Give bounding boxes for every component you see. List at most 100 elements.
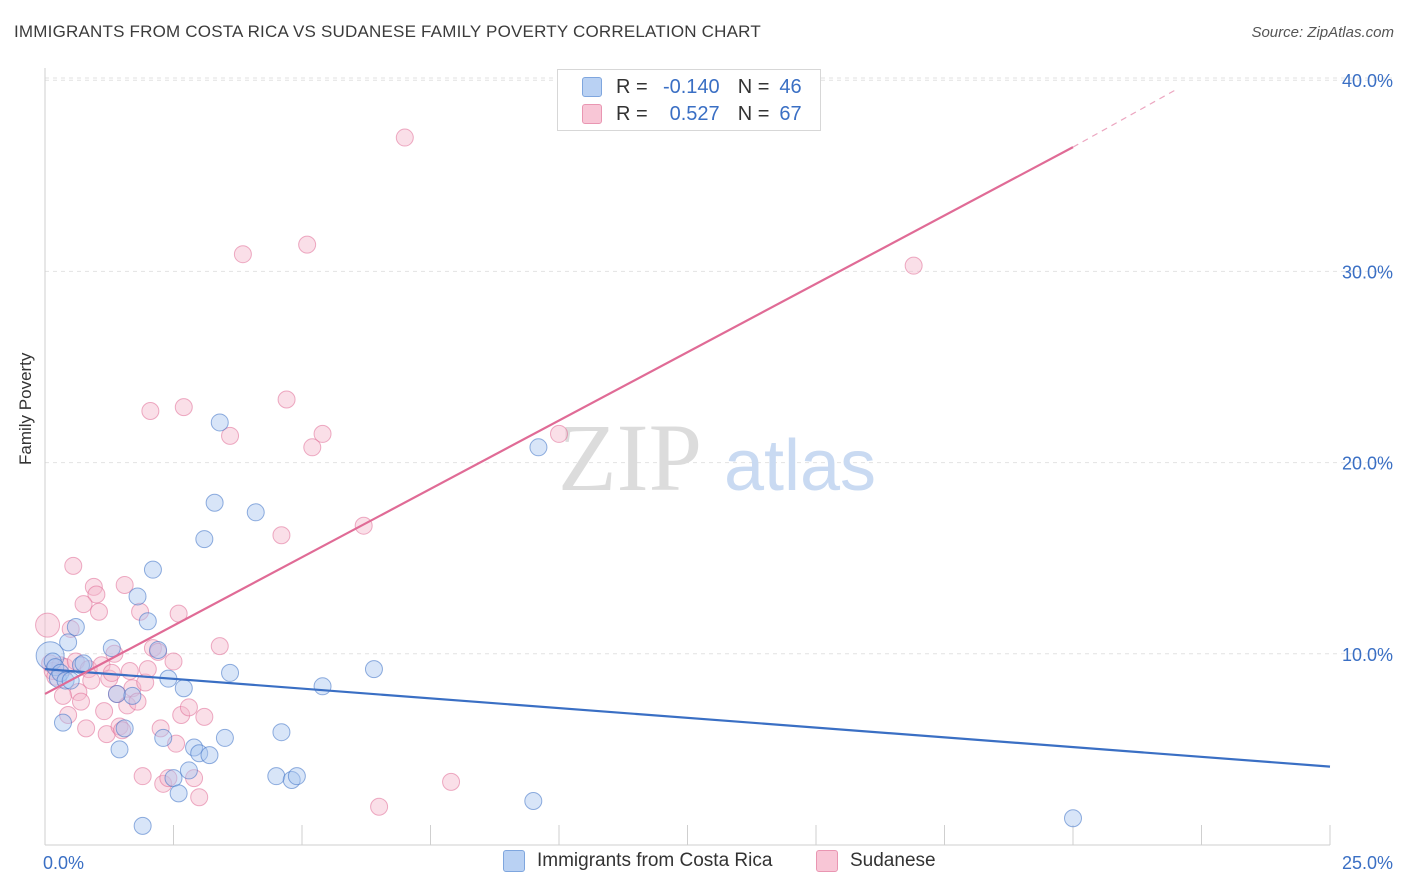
legend-n-value: 46 (779, 75, 802, 98)
legend-r-label: R = (616, 75, 648, 98)
sudanese-point (141, 401, 160, 420)
correlation-legend: R = -0.140 N = 46 R = 0.527 N = 67 (557, 69, 821, 131)
sudanese-point (82, 671, 101, 690)
sudanese-point (164, 652, 183, 671)
sudanese-point (277, 390, 296, 409)
costa-rica-point (102, 639, 121, 658)
sudanese-trend-extension (1072, 89, 1177, 148)
sudanese-point (136, 673, 155, 692)
costa-rica-point (174, 679, 193, 698)
sudanese-point (89, 602, 108, 621)
costa-rica-point (59, 633, 78, 652)
watermark-atlas: atlas (724, 426, 876, 506)
sudanese-point (298, 235, 317, 254)
legend-n-label: N = (737, 75, 770, 98)
sudanese-point (113, 721, 132, 740)
costa-rica-point (287, 767, 306, 786)
sudanese-point (133, 767, 152, 786)
legend-n-label: N = (737, 102, 770, 125)
sudanese-point (303, 438, 322, 457)
costa-rica-trend-line (44, 667, 1331, 768)
costa-rica-point (128, 587, 147, 606)
watermark-zip: ZIP (558, 404, 702, 511)
sudanese-point (154, 774, 173, 793)
costa-rica-point (123, 686, 142, 705)
sudanese-point (210, 637, 229, 656)
sudanese-point (442, 772, 461, 791)
sudanese-point (272, 526, 291, 545)
costa-rica-point (133, 816, 152, 835)
costa-rica-point (364, 660, 383, 679)
costa-rica-point (149, 640, 168, 659)
costa-rica-point (143, 560, 162, 579)
costa-rica-point (138, 612, 157, 631)
y-tick-label: 20.0% (1342, 454, 1393, 474)
legend-row-blue: R = -0.140 N = 46 (582, 75, 802, 99)
source-label: Source: ZipAtlas.com (1251, 24, 1394, 41)
sudanese-point (64, 556, 83, 575)
chart-title: IMMIGRANTS FROM COSTA RICA VS SUDANESE F… (14, 22, 761, 41)
costa-rica-point (53, 713, 72, 732)
sudanese-point (87, 585, 106, 604)
sudanese-point (159, 769, 178, 788)
costa-rica-point (115, 719, 134, 738)
costa-rica-point (529, 438, 548, 457)
costa-rica-point (185, 738, 204, 757)
costa-rica-point (313, 677, 332, 696)
x-tick-label-start: 0.0% (43, 853, 84, 873)
sudanese-point (71, 692, 90, 711)
tick-labels: 10.0% 20.0% 30.0% 40.0% 0.0% 25.0% (43, 71, 1393, 873)
sudanese-point (118, 696, 137, 715)
legend-item-sudanese: Sudanese (816, 850, 936, 872)
legend-n-value: 67 (779, 102, 802, 125)
sudanese-point (172, 705, 191, 724)
costa-rica-point (110, 740, 129, 759)
costa-rica-point (215, 728, 234, 747)
legend-r-value: -0.140 (662, 75, 720, 98)
legend-item-costa-rica: Immigrants from Costa Rica (503, 850, 772, 872)
sudanese-point (179, 698, 198, 717)
blue-swatch (503, 850, 525, 872)
sudanese-point (174, 398, 193, 417)
sudanese-point (550, 424, 568, 443)
sudanese-point (138, 660, 157, 679)
costa-rica-point (164, 769, 183, 788)
costa-rica-point (210, 413, 229, 432)
sudanese-point (904, 256, 923, 275)
costa-rica-point (195, 530, 214, 549)
sudanese-point (395, 128, 414, 147)
costa-rica-points (35, 413, 1082, 835)
costa-rica-point (267, 767, 286, 786)
costa-rica-point (107, 684, 126, 703)
y-tick-label: 10.0% (1342, 645, 1393, 665)
sudanese-point (35, 612, 61, 638)
x-tick-label-end: 25.0% (1342, 853, 1393, 873)
sudanese-point (115, 575, 134, 594)
pink-swatch (816, 850, 838, 872)
sudanese-point (190, 788, 209, 807)
sudanese-point (233, 245, 252, 264)
sudanese-point (221, 426, 240, 445)
costa-rica-point (205, 493, 224, 512)
gridlines (45, 77, 1392, 655)
y-tick-label: 40.0% (1342, 71, 1393, 91)
blue-swatch (582, 77, 602, 97)
legend-label-costa-rica: Immigrants from Costa Rica (537, 850, 773, 871)
costa-rica-point (66, 618, 85, 637)
costa-rica-point (221, 663, 240, 682)
legend-r-label: R = (616, 102, 648, 125)
costa-rica-point (200, 746, 219, 765)
sudanese-point (53, 686, 72, 705)
costa-rica-point (246, 503, 265, 522)
sudanese-point (313, 424, 332, 443)
trend-lines (44, 89, 1331, 768)
axes (44, 68, 1331, 846)
costa-rica-point (46, 658, 65, 677)
sudanese-point (354, 516, 373, 535)
costa-rica-point (1064, 809, 1082, 828)
costa-rica-point (169, 784, 188, 803)
costa-rica-point (179, 761, 198, 780)
legend-r-value: 0.527 (669, 102, 720, 125)
y-axis-label: Family Poverty (16, 352, 35, 465)
